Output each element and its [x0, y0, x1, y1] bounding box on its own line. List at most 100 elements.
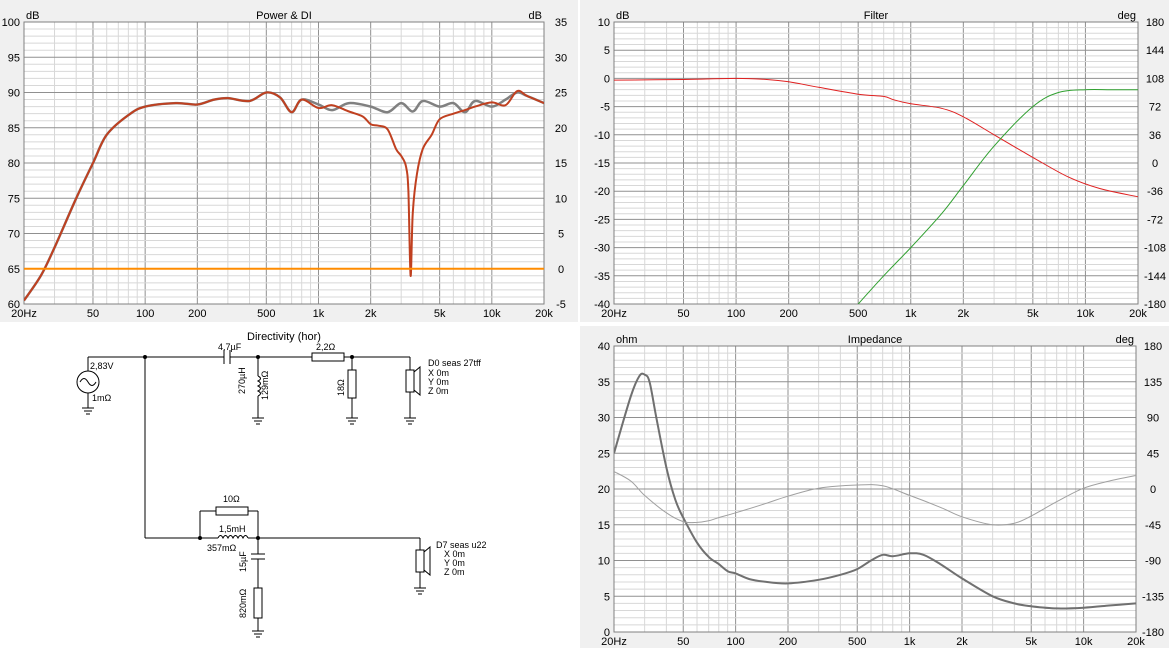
l2-res-label: 357mΩ — [207, 543, 237, 553]
d7-x-label: X 0m — [444, 549, 465, 559]
y-tick-label: 25 — [598, 448, 610, 460]
source-res-label: 1mΩ — [92, 393, 112, 403]
x-tick-label: 500 — [257, 308, 275, 320]
chart-title: Filter — [864, 10, 889, 22]
d0-name-label: D0 seas 27tff — [428, 358, 481, 368]
y2-tick-label: -36 — [1147, 186, 1163, 198]
y-tick-label: 20 — [598, 484, 610, 496]
y-tick-label: -40 — [594, 299, 610, 311]
y-tick-label: -5 — [600, 102, 610, 114]
chart-title: Power & DI — [256, 10, 312, 22]
d7-name-label: D7 seas u22 — [436, 540, 487, 550]
crossover-schematic: Directivity (hor) — [0, 326, 578, 648]
y2-tick-label: 20 — [555, 123, 567, 135]
x-tick-label: 5k — [1025, 636, 1037, 648]
impedance-chart-panel: Impedance ohm deg 40 35 30 25 20 15 10 5 0 180 135 90 4… — [580, 326, 1169, 648]
y2-tick-label: 135 — [1144, 377, 1162, 389]
x-tick-label: 50 — [87, 308, 99, 320]
y2-tick-label: 36 — [1149, 130, 1161, 142]
y-tick-label: 15 — [598, 520, 610, 532]
x-tick-label: 20k — [535, 308, 553, 320]
series-line-0 — [614, 77, 1138, 198]
y-tick-label: 5 — [604, 591, 610, 603]
x-tick-label: 20Hz — [601, 636, 627, 648]
plot-frame — [613, 345, 1137, 633]
right-unit-label: dB — [529, 10, 542, 22]
schematic-drawing: Directivity (hor) — [76, 331, 487, 638]
x-tick-label: 200 — [188, 308, 206, 320]
c1-label: 4,7µF — [218, 342, 242, 352]
r1-label: 2,2Ω — [316, 342, 336, 352]
y-tick-label: -20 — [594, 186, 610, 198]
inductor-l2[interactable] — [217, 535, 249, 540]
x-tick-label: 500 — [849, 308, 867, 320]
y2-tick-label: -180 — [1144, 299, 1166, 311]
x-tick-label: 5k — [1027, 308, 1039, 320]
resistor-r2[interactable] — [347, 369, 357, 399]
x-tick-label: 5k — [434, 308, 446, 320]
x-tick-label: 1k — [905, 308, 917, 320]
plot-frame — [23, 21, 545, 305]
filter-chart-panel: Filter dB deg 10 5 0 -5 -10 -15 -20 -25 -30 -35 -40 18… — [580, 0, 1169, 322]
r4-label: 820mΩ — [238, 588, 248, 618]
y2-tick-label: -45 — [1145, 520, 1161, 532]
d0-x-label: X 0m — [428, 368, 449, 378]
series-group — [614, 77, 1138, 304]
y-tick-label: 10 — [598, 556, 610, 568]
x-tick-label: 200 — [779, 308, 797, 320]
y-tick-label: 95 — [8, 52, 20, 64]
y-tick-label: 100 — [2, 17, 20, 29]
right-unit-label: deg — [1118, 10, 1136, 22]
y-tick-label: 0 — [604, 73, 610, 85]
y2-tick-label: -135 — [1142, 591, 1164, 603]
y2-tick-label: 10 — [555, 193, 567, 205]
inductor-l1[interactable] — [256, 375, 261, 397]
x-tick-label: 100 — [726, 636, 744, 648]
y-tick-label: 40 — [598, 341, 610, 353]
d0-z-label: Z 0m — [428, 386, 449, 396]
resistor-r1[interactable] — [311, 352, 345, 362]
x-tick-label: 20Hz — [601, 308, 627, 320]
y2-tick-label: 180 — [1146, 17, 1164, 29]
y2-tick-label: 45 — [1147, 448, 1159, 460]
x-tick-label: 50 — [677, 636, 689, 648]
schematic-title: Directivity (hor) — [247, 331, 321, 343]
left-unit-label: ohm — [616, 334, 637, 346]
x-tick-label: 100 — [136, 308, 154, 320]
x-tick-label: 10k — [483, 308, 501, 320]
y2-tick-label: 30 — [555, 52, 567, 64]
x-tick-label: 100 — [727, 308, 745, 320]
grid — [24, 21, 544, 304]
x-tick-label: 2k — [956, 636, 968, 648]
y-tick-label: 90 — [8, 88, 20, 100]
x-tick-label: 20k — [1127, 636, 1145, 648]
d7-z-label: Z 0m — [444, 567, 465, 577]
source-voltage-label: 2,83V — [90, 361, 114, 371]
left-unit-label: dB — [616, 10, 629, 22]
x-tick-label: 10k — [1077, 308, 1095, 320]
y-tick-label: -15 — [594, 158, 610, 170]
y2-tick-label: 0 — [1150, 484, 1156, 496]
c2-label: 15µF — [238, 551, 248, 572]
y-tick-label: -10 — [594, 130, 610, 142]
y2-tick-label: 72 — [1149, 102, 1161, 114]
y-tick-label: 10 — [598, 17, 610, 29]
series-line-1 — [24, 89, 544, 302]
woofer-d7-icon[interactable] — [415, 549, 425, 573]
resistor-r4[interactable] — [253, 587, 263, 619]
tweeter-d0-icon[interactable] — [405, 369, 415, 393]
series-group — [24, 89, 544, 302]
grid — [614, 345, 1136, 632]
x-tick-label: 50 — [677, 308, 689, 320]
r3-label: 10Ω — [223, 494, 240, 504]
resistor-r3[interactable] — [215, 506, 249, 516]
power-di-chart-panel: Power & DI dB dB 100 95 90 85 80 75 70 65 60 35 30 25 2… — [0, 0, 578, 322]
x-tick-label: 1k — [313, 308, 325, 320]
y2-tick-label: -90 — [1145, 556, 1161, 568]
y2-tick-label: -72 — [1147, 214, 1163, 226]
y2-tick-label: -5 — [556, 299, 566, 311]
l2-label: 1,5mH — [219, 524, 246, 534]
l1-res-label: 129mΩ — [260, 370, 270, 400]
